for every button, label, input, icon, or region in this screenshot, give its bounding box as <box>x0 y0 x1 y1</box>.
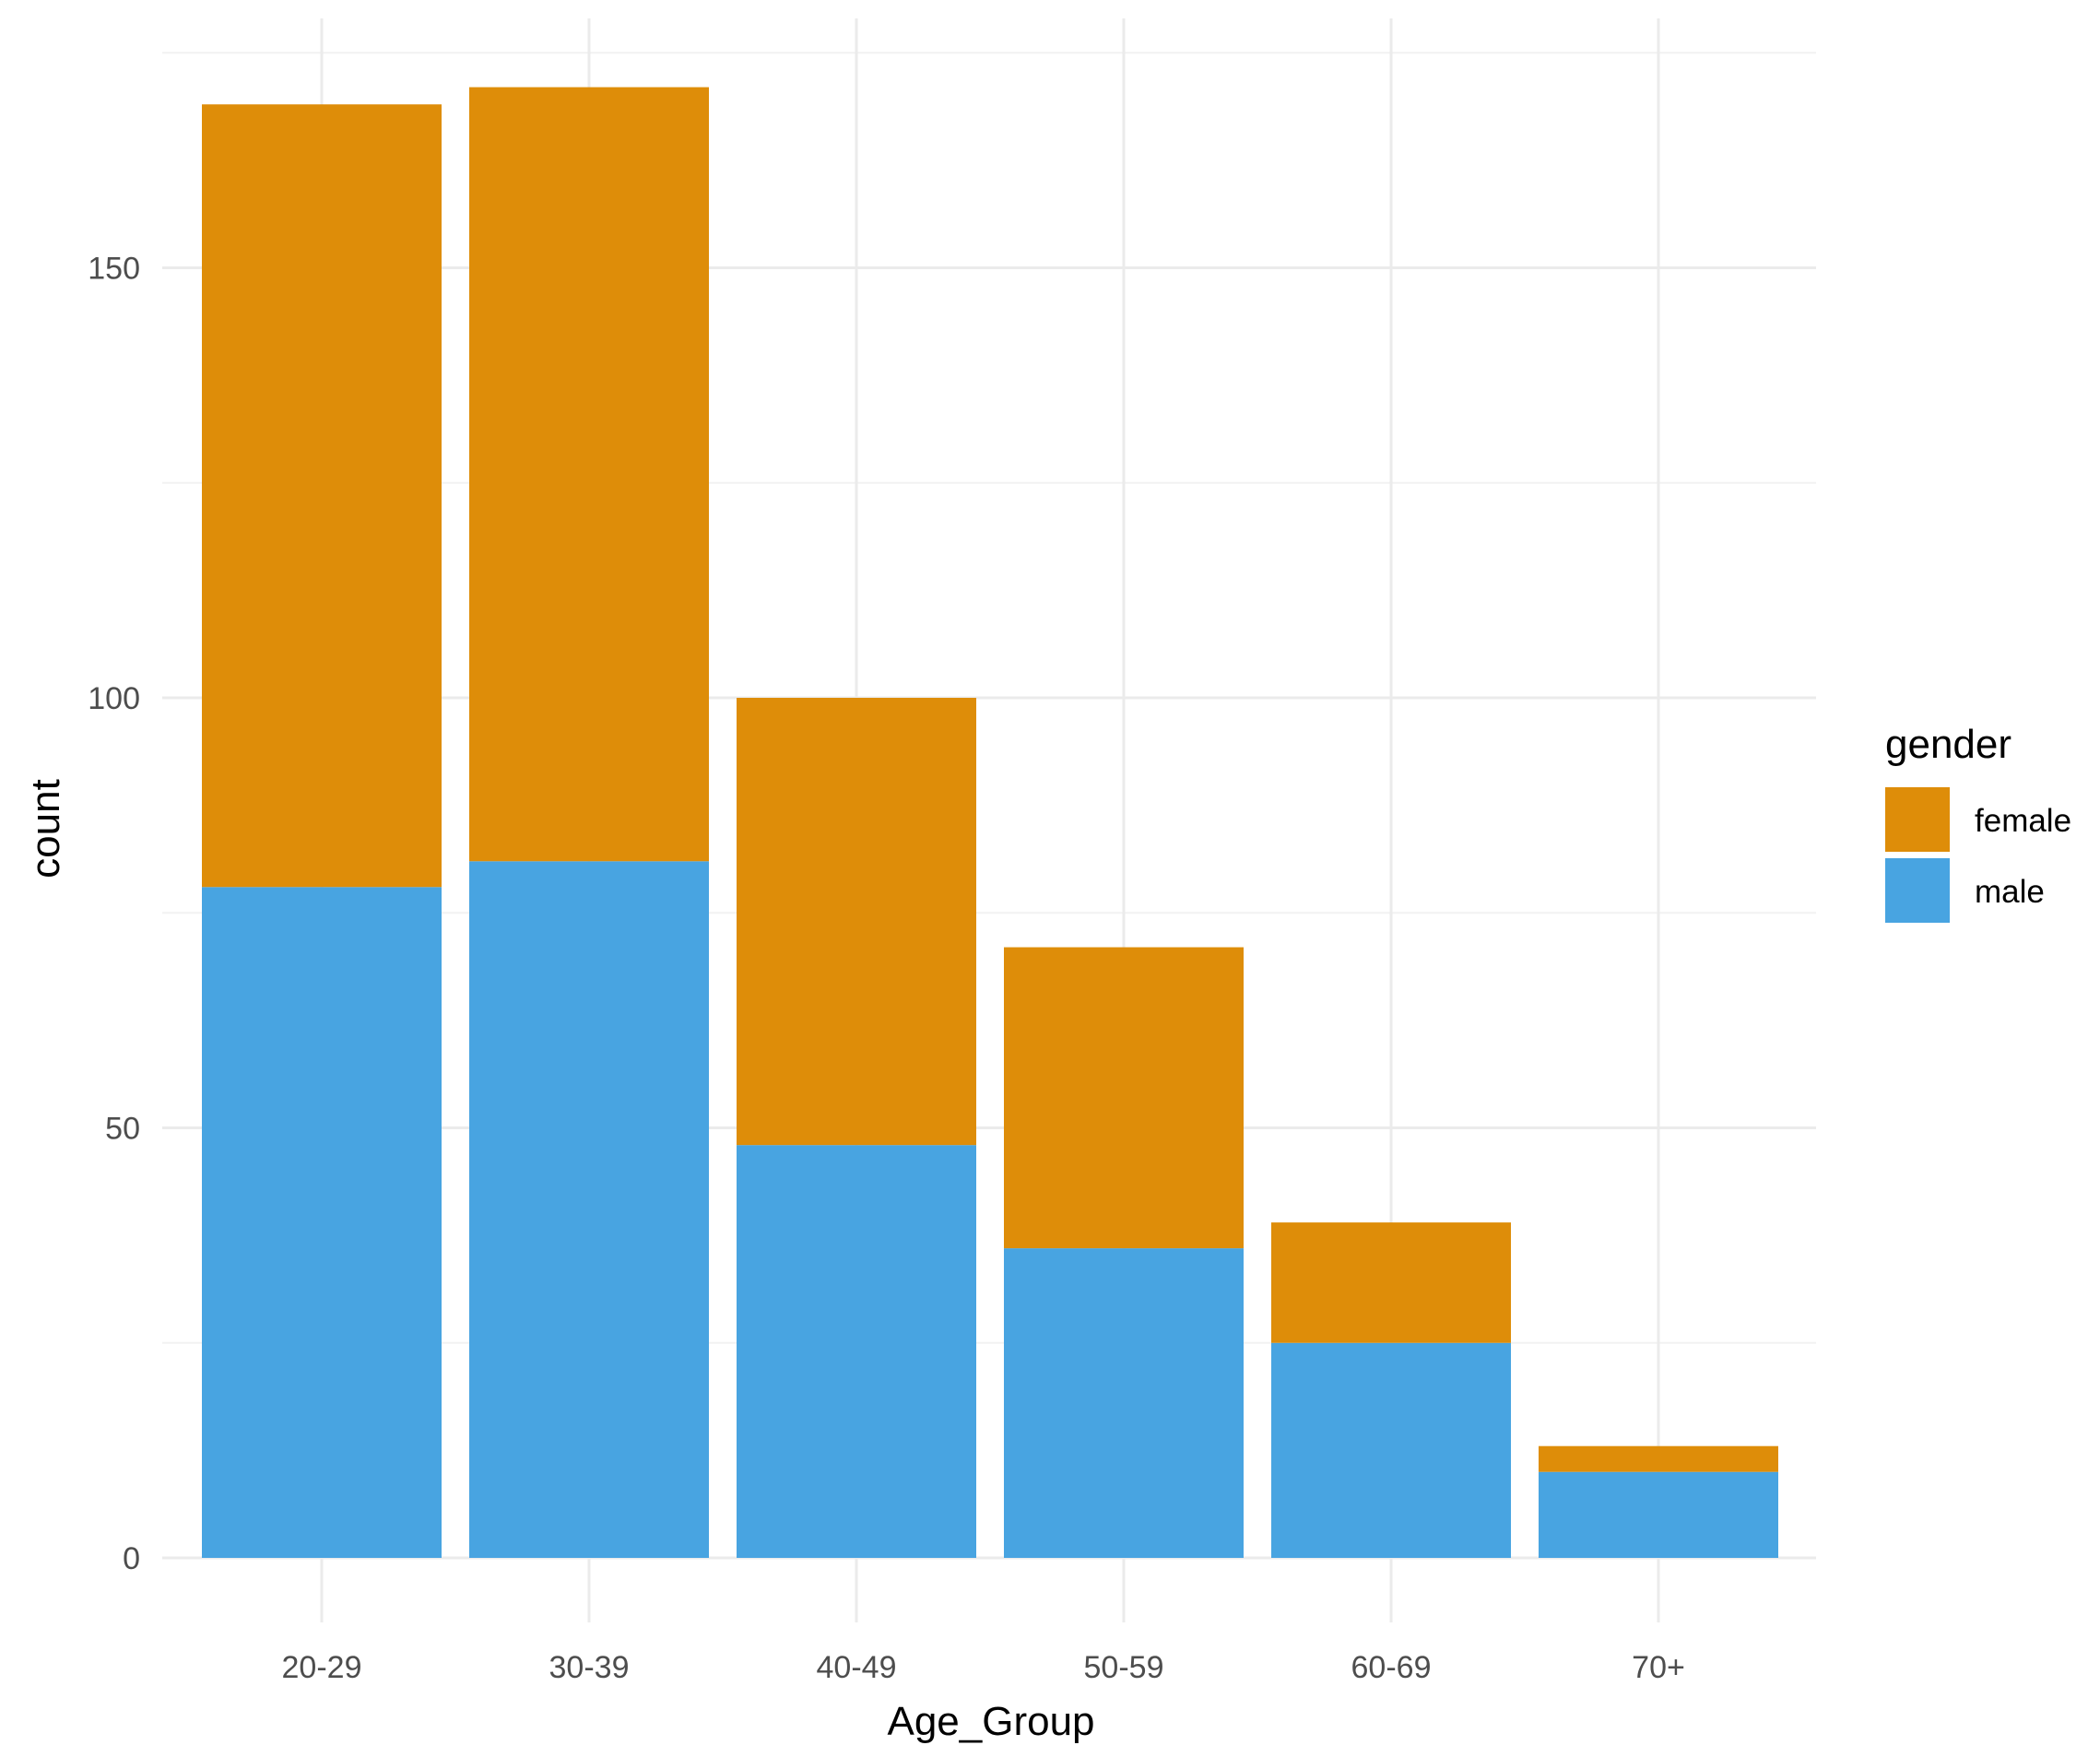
bar-female-60-69 <box>1271 1222 1511 1343</box>
x-axis-title: Age_Group <box>887 1699 1094 1744</box>
x-axis-tick-labels: 20-29 30-39 40-49 50-59 60-69 70+ <box>282 1650 1685 1685</box>
y-tick-label: 100 <box>88 681 140 716</box>
y-tick-label: 0 <box>123 1541 140 1576</box>
legend-label-female: female <box>1975 803 2071 839</box>
legend-entries: female male <box>1885 787 2071 923</box>
bars <box>202 87 1778 1558</box>
legend-title: gender <box>1885 722 2012 767</box>
x-tick-label: 20-29 <box>282 1650 362 1685</box>
bar-male-30-39 <box>469 861 709 1558</box>
bar-male-60-69 <box>1271 1342 1511 1558</box>
x-tick-label: 50-59 <box>1084 1650 1164 1685</box>
legend-swatch-male <box>1885 858 1950 923</box>
bar-male-40-49 <box>737 1145 976 1558</box>
bar-female-40-49 <box>737 698 976 1146</box>
bar-female-50-59 <box>1004 947 1244 1249</box>
x-tick-label: 60-69 <box>1351 1650 1432 1685</box>
x-tick-label: 40-49 <box>817 1650 897 1685</box>
y-tick-label: 150 <box>88 252 140 287</box>
legend-label-male: male <box>1975 874 2045 910</box>
legend-swatch-female <box>1885 787 1950 852</box>
bar-female-20-29 <box>202 104 442 888</box>
bar-male-70+ <box>1539 1471 1778 1558</box>
bar-female-30-39 <box>469 87 709 862</box>
y-tick-label: 50 <box>105 1112 140 1147</box>
y-axis-title: count <box>23 779 68 878</box>
y-axis-tick-labels: 0 50 100 150 <box>88 252 140 1577</box>
bar-male-20-29 <box>202 887 442 1558</box>
bar-male-50-59 <box>1004 1248 1244 1558</box>
bar-female-70+ <box>1539 1445 1778 1472</box>
x-tick-label: 30-39 <box>549 1650 630 1685</box>
legend: gender female male <box>1885 722 2071 923</box>
x-tick-label: 70+ <box>1632 1650 1685 1685</box>
